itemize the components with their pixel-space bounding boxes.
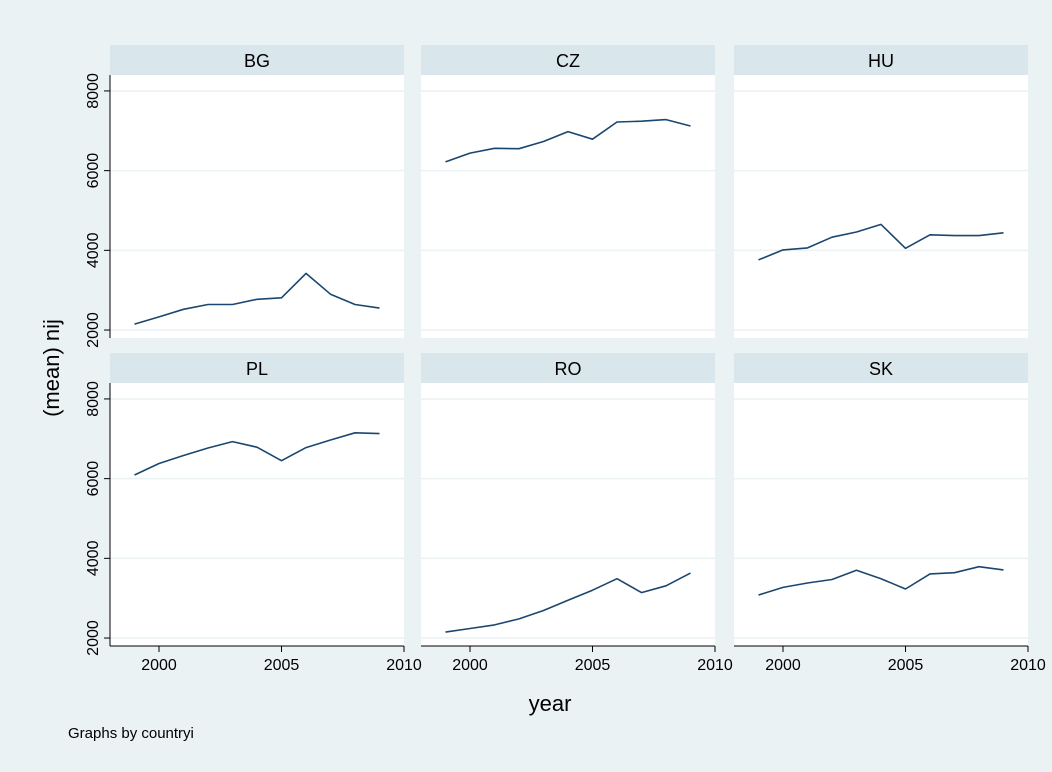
- y-axis-title: (mean) nij: [39, 319, 64, 417]
- panel-title: SK: [869, 359, 893, 379]
- x-tick-label: 2010: [1010, 657, 1046, 674]
- series-line-cz: [445, 118, 691, 163]
- plot-area: [110, 383, 404, 646]
- series-line-bg: [134, 272, 380, 325]
- y-tick-label: 4000: [85, 540, 102, 576]
- y-tick-label: 8000: [85, 73, 102, 109]
- panel-pl: PL 2000 4000 6000 8000 2000 2005 2010: [85, 353, 422, 674]
- series-line-hu: [758, 223, 1004, 261]
- series-line-sk: [758, 565, 1004, 596]
- y-tick-label: 6000: [85, 153, 102, 189]
- x-tick-label: 2005: [575, 657, 611, 674]
- y-tick-label: 2000: [85, 312, 102, 348]
- plot-area: [734, 383, 1028, 646]
- panel-bg: BG 2000 4000 6000 8000: [85, 45, 404, 348]
- x-tick-label: 2010: [697, 657, 733, 674]
- panel-header: [110, 353, 404, 383]
- y-tick-label: 6000: [85, 461, 102, 497]
- panel-sk: SK 2000 2005 2010: [734, 353, 1046, 674]
- plot-area: [734, 75, 1028, 338]
- panel-title: PL: [246, 359, 268, 379]
- panel-hu: HU: [734, 45, 1028, 338]
- x-tick-label: 2005: [264, 657, 300, 674]
- panel-header: [421, 353, 715, 383]
- panel-header: [421, 45, 715, 75]
- panels: BG 2000 4000 6000 8000 CZ HU PL 2000 4000 6000 8000…: [85, 45, 1046, 674]
- x-tick-label: 2000: [452, 657, 488, 674]
- plot-area: [421, 75, 715, 338]
- series-line-pl: [134, 431, 380, 476]
- panel-cz: CZ: [421, 45, 715, 338]
- x-tick-label: 2000: [765, 657, 801, 674]
- panel-header: [734, 353, 1028, 383]
- panel-title: RO: [555, 359, 582, 379]
- panel-title: CZ: [556, 51, 580, 71]
- plot-area: [421, 383, 715, 646]
- panel-title: BG: [244, 51, 270, 71]
- panel-header: [110, 45, 404, 75]
- x-axis-title: year: [529, 691, 572, 716]
- panel-title: HU: [868, 51, 894, 71]
- graphs-by-note: Graphs by countryi: [68, 725, 194, 742]
- panel-ro: RO 2000 2005 2010: [421, 353, 733, 674]
- y-tick-label: 8000: [85, 381, 102, 417]
- y-tick-label: 4000: [85, 232, 102, 268]
- series-line-ro: [445, 572, 691, 633]
- x-tick-label: 2010: [386, 657, 422, 674]
- panel-header: [734, 45, 1028, 75]
- x-tick-label: 2005: [888, 657, 924, 674]
- y-tick-label: 2000: [85, 620, 102, 656]
- x-tick-label: 2000: [141, 657, 177, 674]
- plot-area: [110, 75, 404, 338]
